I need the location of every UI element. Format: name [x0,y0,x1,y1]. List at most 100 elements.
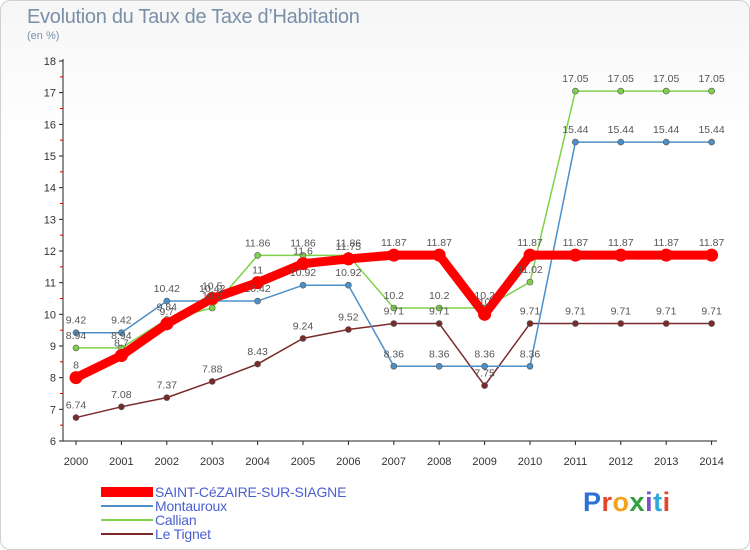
data-label-callian: 8.94 [66,330,87,342]
data-point-saint-c-zaire-sur-siagne [478,307,492,321]
data-point-montauroux [435,362,443,370]
data-point-callian [390,304,398,312]
data-point-le-tignet [118,403,125,411]
data-point-le-tignet [299,335,307,342]
data-label-callian: 10.2 [202,290,223,302]
data-label-le-tignet: 7.88 [202,363,223,375]
data-point-le-tignet [572,320,579,327]
data-point-saint-c-zaire-sur-siagne [523,248,537,262]
y-tick-label: 9 [50,341,56,353]
series-line-le-tignet [75,322,713,419]
data-label-saint-c-zaire-sur-siagne: 10 [479,296,491,308]
y-tick-label: 17 [44,88,56,100]
data-point-le-tignet [662,320,670,327]
data-point-montauroux [481,362,488,370]
data-point-montauroux [572,138,579,146]
data-label-saint-c-zaire-sur-siagne: 11.87 [608,237,634,249]
data-label-le-tignet: 7.08 [111,389,132,401]
data-label-le-tignet: 9.71 [565,306,586,318]
data-point-saint-c-zaire-sur-siagne [296,257,310,271]
x-tick-label: 2000 [64,456,88,468]
legend-swatch-le-tignet [101,533,153,535]
y-tick-label: 16 [44,119,56,131]
data-point-le-tignet [390,320,398,327]
x-tick-label: 2001 [109,456,133,468]
legend-item-le-tignet: Le Tignet [101,526,346,542]
data-point-saint-c-zaire-sur-siagne [69,371,83,385]
data-label-montauroux: 8.36 [429,348,450,360]
data-label-le-tignet: 7.37 [157,380,178,392]
x-tick-label: 2003 [200,456,224,468]
data-point-montauroux [72,329,80,337]
logo-letter: P [583,487,602,517]
legend-swatch-callian [101,519,153,521]
data-point-le-tignet [345,326,352,333]
data-point-montauroux [708,138,715,146]
data-point-saint-c-zaire-sur-siagne [251,276,265,290]
data-label-callian: 11.02 [517,264,543,276]
data-point-callian [572,87,579,95]
data-point-callian [208,304,216,312]
data-label-montauroux: 10.42 [244,283,270,295]
legend-label-saint-cezaire: SAINT-CéZAIRE-SUR-SIAGNE [155,484,347,500]
data-label-saint-c-zaire-sur-siagne: 11.87 [517,237,543,249]
data-label-callian: 11.86 [245,237,271,249]
data-label-montauroux: 15.44 [608,124,634,136]
x-tick-label: 2011 [564,456,588,468]
data-label-le-tignet: 9.71 [384,306,405,318]
proxiti-logo: Proxiti [583,487,671,518]
data-label-montauroux: 10.42 [199,283,225,295]
data-point-saint-c-zaire-sur-siagne [705,248,719,262]
data-label-saint-c-zaire-sur-siagne: 11.87 [699,237,725,249]
data-point-callian [526,278,534,286]
data-label-montauroux: 8.36 [384,348,405,360]
data-label-callian: 10.2 [384,290,405,302]
data-label-saint-c-zaire-sur-siagne: 8.7 [114,338,129,350]
legend-swatch-montauroux [101,505,153,507]
data-point-le-tignet [208,378,216,385]
data-point-saint-c-zaire-sur-siagne [341,252,355,266]
x-tick-label: 2008 [427,456,451,468]
data-label-le-tignet: 9.71 [701,306,722,318]
logo-letter: r [601,487,613,517]
data-label-callian: 8.94 [111,330,132,342]
data-label-montauroux: 10.92 [335,267,361,279]
y-tick-label: 18 [44,56,56,68]
data-label-montauroux: 8.36 [520,348,541,360]
data-point-le-tignet [481,382,488,389]
legend-swatch-saint-cezaire [101,487,153,497]
x-tick-label: 2012 [609,456,633,468]
data-point-saint-c-zaire-sur-siagne [432,248,446,262]
data-label-saint-c-zaire-sur-siagne: 9.7 [159,306,174,318]
data-label-le-tignet: 9.71 [611,306,632,318]
data-point-le-tignet [72,414,80,421]
y-tick-label: 8 [50,373,56,385]
data-label-callian: 11.86 [290,237,316,249]
x-tick-label: 2014 [699,456,723,468]
y-tick-label: 6 [50,436,56,448]
data-point-saint-c-zaire-sur-siagne [160,317,174,331]
y-tick-label: 15 [44,151,56,163]
x-tick-label: 2007 [382,456,406,468]
data-point-montauroux [345,281,352,289]
x-tick-label: 2002 [155,456,179,468]
logo-letter: t [653,487,663,517]
data-point-saint-c-zaire-sur-siagne [614,248,628,262]
data-point-saint-c-zaire-sur-siagne [659,248,673,262]
data-label-le-tignet: 9.52 [338,312,359,324]
data-label-saint-c-zaire-sur-siagne: 11 [252,265,263,277]
data-point-saint-c-zaire-sur-siagne [205,292,219,305]
data-label-saint-c-zaire-sur-siagne: 11.87 [426,237,452,249]
data-label-saint-c-zaire-sur-siagne: 11.6 [293,246,313,258]
data-point-le-tignet [617,320,625,327]
data-point-montauroux [526,362,534,370]
data-point-callian [617,87,625,95]
y-tick-label: 10 [44,309,56,321]
logo-letter: i [645,487,654,517]
x-tick-label: 2006 [336,456,360,468]
data-label-montauroux: 9.42 [111,315,132,327]
data-point-callian [708,87,715,95]
legend-label-montauroux: Montauroux [155,498,227,514]
